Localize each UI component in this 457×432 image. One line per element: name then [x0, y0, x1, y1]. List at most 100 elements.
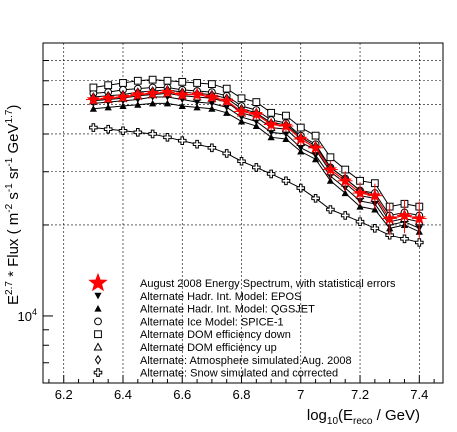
data-point [223, 109, 231, 116]
legend-entry-label: Alternate Hadr. Int. Model: EPOS [140, 291, 301, 303]
legend: August 2008 Energy Spectrum, with statis… [88, 272, 396, 380]
data-point [294, 132, 308, 145]
data-point [131, 87, 145, 101]
data-point [220, 93, 234, 107]
data-point [282, 111, 290, 120]
data-point [163, 133, 172, 142]
legend-marker [93, 342, 103, 351]
data-point [338, 173, 352, 187]
data-point [149, 99, 157, 107]
series-marks [85, 75, 427, 247]
data-point [177, 136, 187, 146]
data-point [412, 211, 426, 225]
data-point [103, 124, 113, 134]
data-point [356, 203, 364, 210]
data-point [281, 176, 291, 186]
data-point [311, 152, 320, 159]
legend-entry-label: Alternate DOM efficiency up [140, 342, 277, 354]
data-point [175, 87, 189, 101]
data-point [160, 85, 175, 98]
data-point [234, 104, 249, 118]
data-point [116, 90, 130, 103]
data-point [266, 169, 276, 179]
data-point [205, 90, 219, 103]
data-point [326, 153, 335, 162]
x-tick-label: 6.4 [114, 387, 132, 402]
data-point [190, 87, 204, 101]
data-point [163, 76, 172, 85]
x-tick-label: 6.6 [173, 387, 191, 402]
data-point [193, 103, 201, 111]
data-point [119, 102, 127, 110]
data-point [368, 188, 382, 202]
x-tick-label: 7.4 [410, 387, 428, 402]
legend-marker [94, 354, 102, 365]
legend-entry-label: Alternate Ice Model: SPICE-1 [140, 316, 284, 328]
data-point [267, 133, 275, 141]
legend-entry-label: August 2008 Energy Spectrum, with statis… [140, 278, 396, 290]
data-point [119, 79, 127, 87]
data-point [104, 81, 113, 90]
x-tick-label: 6.8 [232, 387, 250, 402]
x-tick-label: 6.2 [55, 387, 73, 402]
x-tick-label: 7.2 [351, 387, 369, 402]
data-point [237, 117, 246, 125]
data-point [282, 135, 290, 142]
data-point [252, 163, 261, 172]
data-point [222, 149, 231, 158]
data-point [415, 238, 424, 247]
data-point [311, 131, 320, 140]
data-point [133, 76, 142, 85]
data-point [207, 143, 217, 153]
data-point [326, 205, 335, 214]
data-point [355, 217, 365, 227]
data-point [133, 128, 143, 137]
data-point [311, 194, 320, 203]
data-point [208, 105, 216, 112]
data-point [383, 211, 397, 225]
data-point [101, 91, 115, 104]
data-point [264, 117, 278, 131]
data-point [397, 208, 412, 222]
data-point [371, 205, 379, 213]
data-point [86, 92, 100, 106]
data-point [222, 84, 231, 93]
data-point [267, 108, 276, 117]
y-axis-title: E2.7 * Flux ( m-2 s-1 sr-1 GeV1.7) [4, 105, 22, 305]
data-point [193, 99, 201, 106]
data-point [178, 77, 187, 86]
data-point [148, 129, 157, 139]
data-point [178, 102, 186, 110]
data-point [311, 155, 320, 163]
data-point [249, 107, 263, 120]
data-point [326, 177, 335, 184]
data-point [237, 156, 246, 166]
data-point [340, 211, 350, 220]
legend-entry-label: Alternate: Snow simulated and corrected [140, 368, 338, 380]
y-tick-label: 104 [18, 307, 37, 324]
data-point [193, 79, 201, 87]
data-point [296, 183, 306, 193]
data-point [370, 223, 380, 233]
data-point [323, 162, 338, 176]
data-point [104, 103, 112, 111]
data-point [297, 147, 305, 155]
legend-entry-label: Alternate Hadr. Int. Model: QGSJET [140, 304, 315, 316]
data-point [279, 119, 293, 132]
data-point [89, 105, 97, 112]
data-point [146, 86, 160, 99]
data-point [163, 99, 172, 107]
data-point [237, 94, 246, 103]
data-point [223, 104, 231, 111]
legend-marker [93, 368, 103, 377]
data-point [353, 186, 367, 199]
data-point [89, 123, 98, 132]
data-point [148, 75, 157, 84]
data-point [252, 98, 261, 106]
legend-marker [88, 272, 108, 292]
legend-marker [94, 330, 102, 339]
data-point [208, 100, 216, 107]
data-point [252, 122, 260, 130]
data-point [134, 101, 142, 108]
